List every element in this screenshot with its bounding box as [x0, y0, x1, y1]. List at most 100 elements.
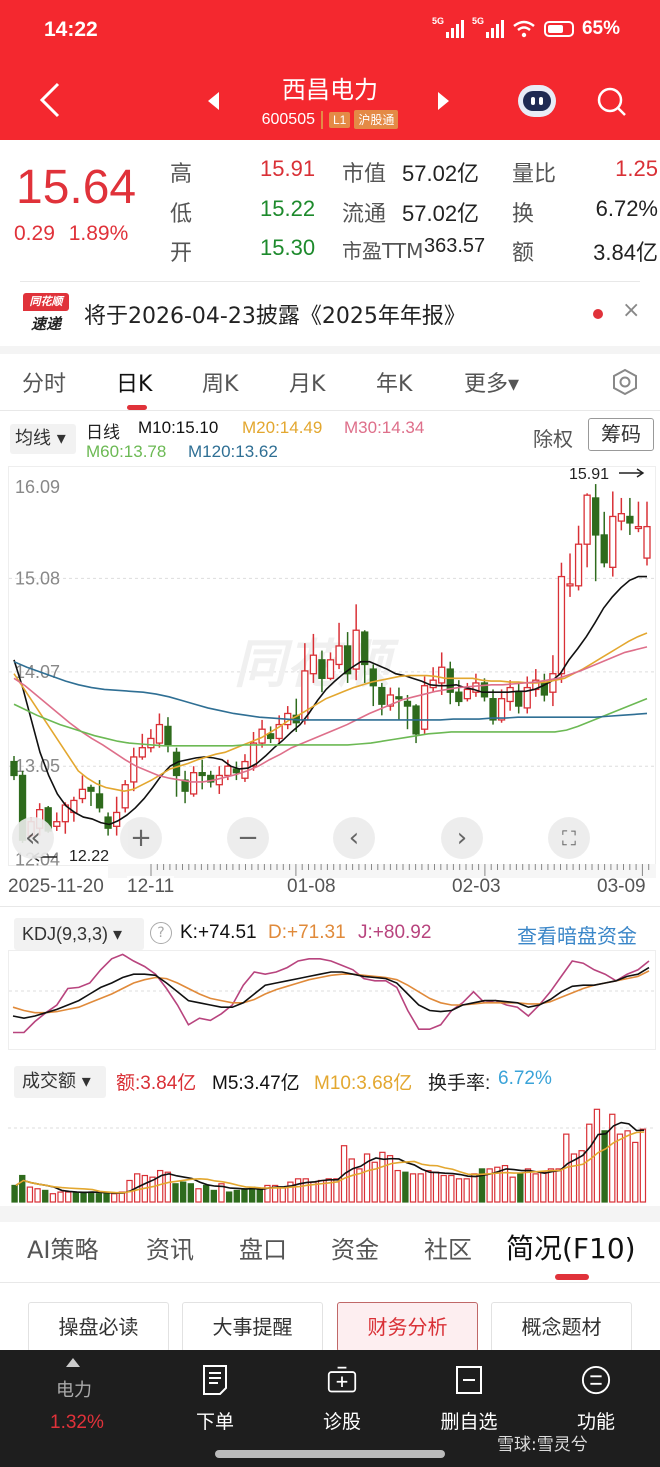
order-document-icon: [203, 1365, 227, 1395]
sector-name[interactable]: 电力: [56, 1380, 92, 1401]
home-indicator[interactable]: [215, 1450, 445, 1458]
battery-icon: [543, 21, 574, 37]
volume-amount: 额:3.84亿: [116, 1073, 197, 1094]
scroll-left-button[interactable]: ‹: [333, 817, 375, 859]
next-stock-triangle-icon[interactable]: [438, 92, 449, 110]
robot-assistant-icon[interactable]: [518, 85, 556, 117]
remove-watchlist-icon: [456, 1366, 482, 1394]
signal-5g-icon-2: 5G: [472, 16, 504, 38]
amount-value: 3.84亿: [593, 240, 658, 265]
price-change: 0.29 1.89%: [14, 222, 128, 246]
connect-badge: 沪股通: [354, 110, 399, 129]
chips-button[interactable]: 筹码: [588, 418, 654, 451]
current-price: 15.64: [16, 161, 137, 214]
zoom-in-button[interactable]: +: [120, 817, 162, 859]
ma-selector[interactable]: 均线 ▾: [10, 424, 76, 454]
stock-code-line: 600505 L1 沪股通: [0, 110, 660, 129]
must-read-button[interactable]: 操盘必读: [28, 1302, 169, 1352]
change-value: 0.29: [14, 222, 55, 245]
ex-rights-toggle[interactable]: 除权: [533, 427, 573, 451]
active-tab-indicator: [555, 1274, 589, 1280]
tab-weekly-k[interactable]: 周K: [202, 372, 239, 397]
stock-name: 西昌电力: [282, 76, 378, 104]
remove-watchlist-button[interactable]: 删自选: [424, 1364, 514, 1434]
scroll-right-button[interactable]: ›: [441, 817, 483, 859]
tab-monthly-k[interactable]: 月K: [289, 372, 326, 397]
events-button[interactable]: 大事提醒: [182, 1302, 323, 1352]
financial-analysis-button[interactable]: 财务分析: [337, 1302, 478, 1352]
volume-m5: M5:3.47亿: [212, 1073, 300, 1094]
ma120-value: M120:13.62: [188, 442, 278, 461]
low-value: 15.22: [260, 196, 316, 221]
ths-news-logo: 同花顺 速递: [23, 293, 69, 335]
tab-funds[interactable]: 资金: [331, 1236, 379, 1264]
search-icon[interactable]: [596, 86, 628, 118]
tab-order-book[interactable]: 盘口: [239, 1236, 287, 1264]
x-tick-end: 03-09: [597, 876, 646, 897]
open-value: 15.30: [260, 235, 316, 260]
fullscreen-button[interactable]: ⛶: [548, 817, 590, 859]
news-ticker-text[interactable]: 将于2026-04-23披露《2025年年报》: [84, 304, 466, 329]
ma-type: 日线: [86, 423, 120, 442]
settings-hex-icon[interactable]: [611, 368, 639, 396]
rewind-button[interactable]: «: [12, 817, 54, 859]
divider: [20, 281, 640, 282]
unread-dot-icon: [593, 309, 603, 319]
battery-percent: 65%: [581, 18, 620, 39]
kdj-j-value: J:+80.92: [358, 922, 432, 943]
svg-text:15.91: 15.91: [569, 467, 609, 483]
diagnose-button[interactable]: 诊股: [297, 1364, 387, 1434]
svg-text:15.08: 15.08: [15, 568, 60, 588]
tab-f10-overview[interactable]: 简况(F10): [506, 1232, 636, 1265]
back-chevron-icon[interactable]: [36, 82, 62, 118]
tab-ai-strategy[interactable]: AI策略: [27, 1236, 99, 1264]
vol-ratio-label: 量比: [512, 162, 557, 187]
prev-stock-triangle-icon[interactable]: [208, 92, 219, 110]
svg-text:12.22: 12.22: [69, 848, 109, 865]
tab-more[interactable]: 更多▾: [464, 372, 520, 397]
close-news-icon[interactable]: ×: [622, 298, 641, 323]
order-button[interactable]: 下单: [170, 1364, 260, 1434]
tab-intraday[interactable]: 分时: [22, 372, 67, 397]
ma60-value: M60:13.78: [86, 442, 167, 461]
x-tick-4: 02-03: [452, 876, 501, 897]
svg-text:13.05: 13.05: [15, 756, 60, 776]
concepts-button[interactable]: 概念题材: [491, 1302, 632, 1352]
zoom-out-button[interactable]: −: [227, 817, 269, 859]
turnover-label: 换: [512, 202, 535, 227]
mcap-value: 57.02亿: [402, 161, 480, 186]
kdj-selector[interactable]: KDJ(9,3,3) ▾: [14, 918, 144, 950]
stock-code: 600505: [261, 110, 315, 128]
expand-up-icon[interactable]: [66, 1358, 80, 1367]
section-gap: [0, 1206, 660, 1222]
high-value: 15.91: [260, 156, 316, 181]
status-time: 14:22: [44, 18, 98, 41]
functions-button[interactable]: 功能: [551, 1364, 641, 1434]
menu-circle-icon: [581, 1365, 611, 1395]
sector-change: 1.32%: [50, 1412, 104, 1433]
timeline-scrubber[interactable]: [8, 864, 656, 878]
x-tick-2: 12-11: [127, 876, 175, 898]
kdj-d-value: D:+71.31: [268, 922, 346, 943]
status-icons: 5G 5G 65%: [432, 16, 620, 40]
level-badge: L1: [329, 111, 351, 128]
volume-chart[interactable]: [8, 1098, 656, 1204]
kdj-svg: [9, 953, 657, 1034]
tab-yearly-k[interactable]: 年K: [376, 372, 413, 397]
amount-label: 额: [512, 241, 535, 266]
help-icon[interactable]: ?: [150, 922, 172, 944]
tab-community[interactable]: 社区: [424, 1236, 472, 1264]
tab-news[interactable]: 资讯: [146, 1236, 194, 1264]
divider: [0, 906, 660, 907]
signal-5g-icon: 5G: [432, 16, 464, 38]
ma30-value: M30:14.34: [344, 418, 425, 437]
volume-selector[interactable]: 成交额 ▾: [14, 1066, 106, 1098]
vol-ratio-value: 1.25: [615, 156, 658, 181]
svg-text:16.09: 16.09: [15, 477, 60, 497]
kdj-chart[interactable]: [8, 950, 657, 1050]
float-label: 流通: [342, 202, 387, 227]
dark-pool-funds-link[interactable]: 查看暗盘资金: [517, 924, 637, 948]
tab-daily-k[interactable]: 日K: [116, 372, 153, 397]
